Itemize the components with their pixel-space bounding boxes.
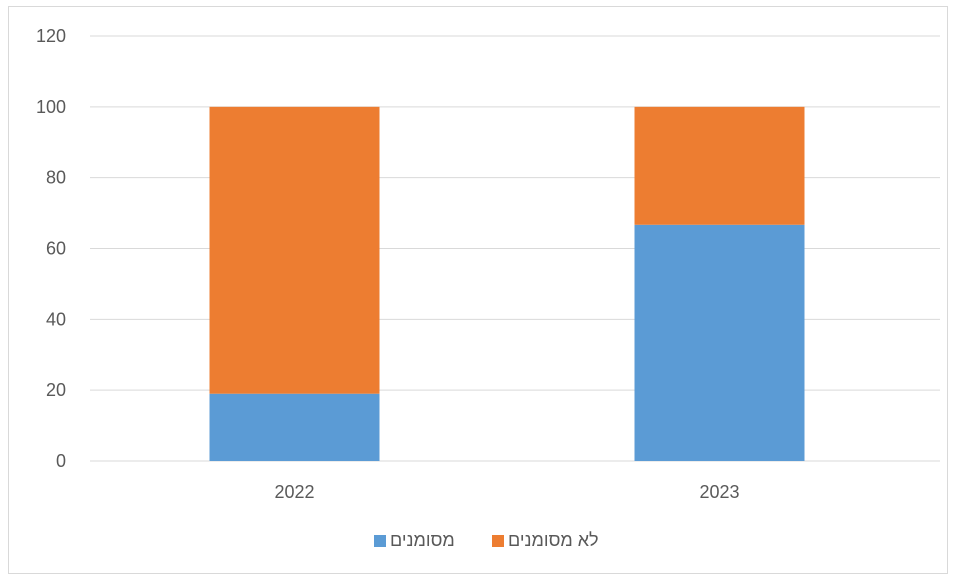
bar-2022-series-0 (209, 393, 380, 461)
bar-2023-series-1 (634, 106, 805, 225)
bar-2023-series-0 (634, 224, 805, 461)
x-tick-label: 2022 (274, 482, 314, 502)
bars (209, 106, 805, 461)
y-tick-label: 40 (46, 309, 66, 329)
x-axis-ticks: 2022 2023 (274, 482, 739, 502)
y-tick-label: 60 (46, 239, 66, 259)
y-tick-label: 20 (46, 380, 66, 400)
legend-swatch-0 (374, 535, 386, 547)
y-tick-label: 0 (56, 451, 66, 471)
legend: מסומנים לא מסומנים (374, 530, 599, 550)
y-tick-label: 100 (36, 97, 66, 117)
y-tick-label: 120 (36, 26, 66, 46)
y-axis-ticks: 0 20 40 60 80 100 120 (36, 26, 66, 471)
legend-label-1: לא מסומנים (508, 530, 599, 550)
x-tick-label: 2023 (699, 482, 739, 502)
legend-swatch-1 (492, 535, 504, 547)
bar-2022-series-1 (209, 106, 380, 394)
legend-label-0: מסומנים (390, 530, 455, 550)
y-tick-label: 80 (46, 168, 66, 188)
